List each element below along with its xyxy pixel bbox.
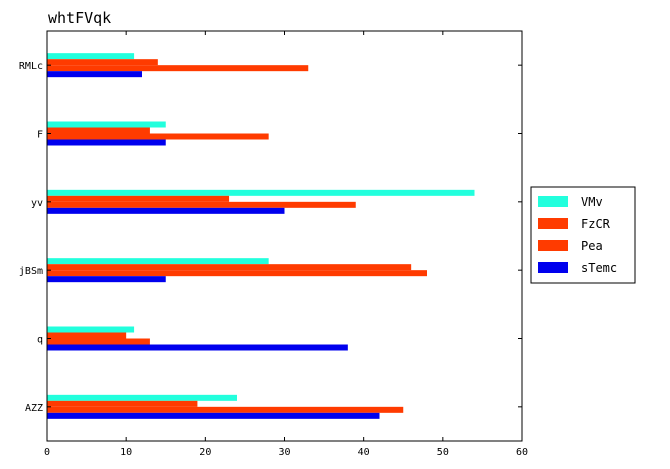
x-tick-label: 30: [278, 447, 290, 458]
legend-label-Pea: Pea: [581, 239, 603, 253]
chart-title: whtFVqk: [48, 9, 111, 27]
bar-Pea-AZZ: [47, 406, 404, 413]
bar-VMv-q: [47, 326, 135, 333]
x-tick-label: 40: [358, 447, 370, 458]
bar-VMv-RMLc: [47, 53, 135, 60]
legend-label-VMv: VMv: [581, 195, 603, 209]
axes-ticks: RMLc Fyv jBSm q AZZ 0 10 20 30 40 50 60: [19, 31, 528, 458]
y-tick-label: yv: [31, 198, 43, 209]
bar-sTemc-yv: [47, 207, 285, 214]
bar-sTemc-F: [47, 139, 166, 146]
bar-Pea-yv: [47, 201, 356, 208]
legend-swatch-FzCR: [538, 218, 568, 229]
legend-swatch-Pea: [538, 240, 568, 251]
bar-Pea-F: [47, 133, 269, 140]
x-tick-label: 0: [44, 447, 50, 458]
x-tick-label: 50: [437, 447, 449, 458]
y-tick-label: q: [37, 335, 43, 346]
bar-FzCR-q: [47, 332, 127, 339]
y-tick-label: RMLc: [19, 61, 43, 72]
bar-FzCR-AZZ: [47, 400, 198, 407]
bar-Pea-q: [47, 338, 150, 345]
legend-swatch-VMv: [538, 196, 568, 207]
x-tick-label: 10: [120, 447, 132, 458]
bar-sTemc-q: [47, 344, 348, 351]
legend: VMv FzCR Pea sTemc: [530, 186, 636, 284]
legend-label-FzCR: FzCR: [581, 217, 611, 231]
x-tick-label: 60: [516, 447, 528, 458]
bar-sTemc-AZZ: [47, 412, 380, 419]
bar-VMv-yv: [47, 189, 475, 196]
bar-sTemc-RMLc: [47, 71, 142, 78]
bar-FzCR-F: [47, 127, 150, 134]
legend-swatch-sTemc: [538, 262, 568, 273]
plot-area: [46, 30, 523, 442]
bars-layer: [47, 53, 475, 419]
bar-Pea-RMLc: [47, 65, 309, 72]
bar-Pea-jBSm: [47, 270, 427, 277]
bar-FzCR-jBSm: [47, 264, 412, 271]
bar-FzCR-yv: [47, 195, 230, 202]
bar-sTemc-jBSm: [47, 276, 166, 283]
bar-FzCR-RMLc: [47, 59, 158, 66]
y-tick-label: jBSm: [19, 266, 43, 277]
legend-label-sTemc: sTemc: [581, 261, 617, 275]
y-tick-label: F: [37, 130, 43, 141]
x-tick-label: 20: [199, 447, 211, 458]
bar-VMv-AZZ: [47, 394, 237, 401]
bar-VMv-jBSm: [47, 258, 269, 265]
y-tick-label: AZZ: [25, 403, 43, 414]
bar-VMv-F: [47, 121, 166, 128]
